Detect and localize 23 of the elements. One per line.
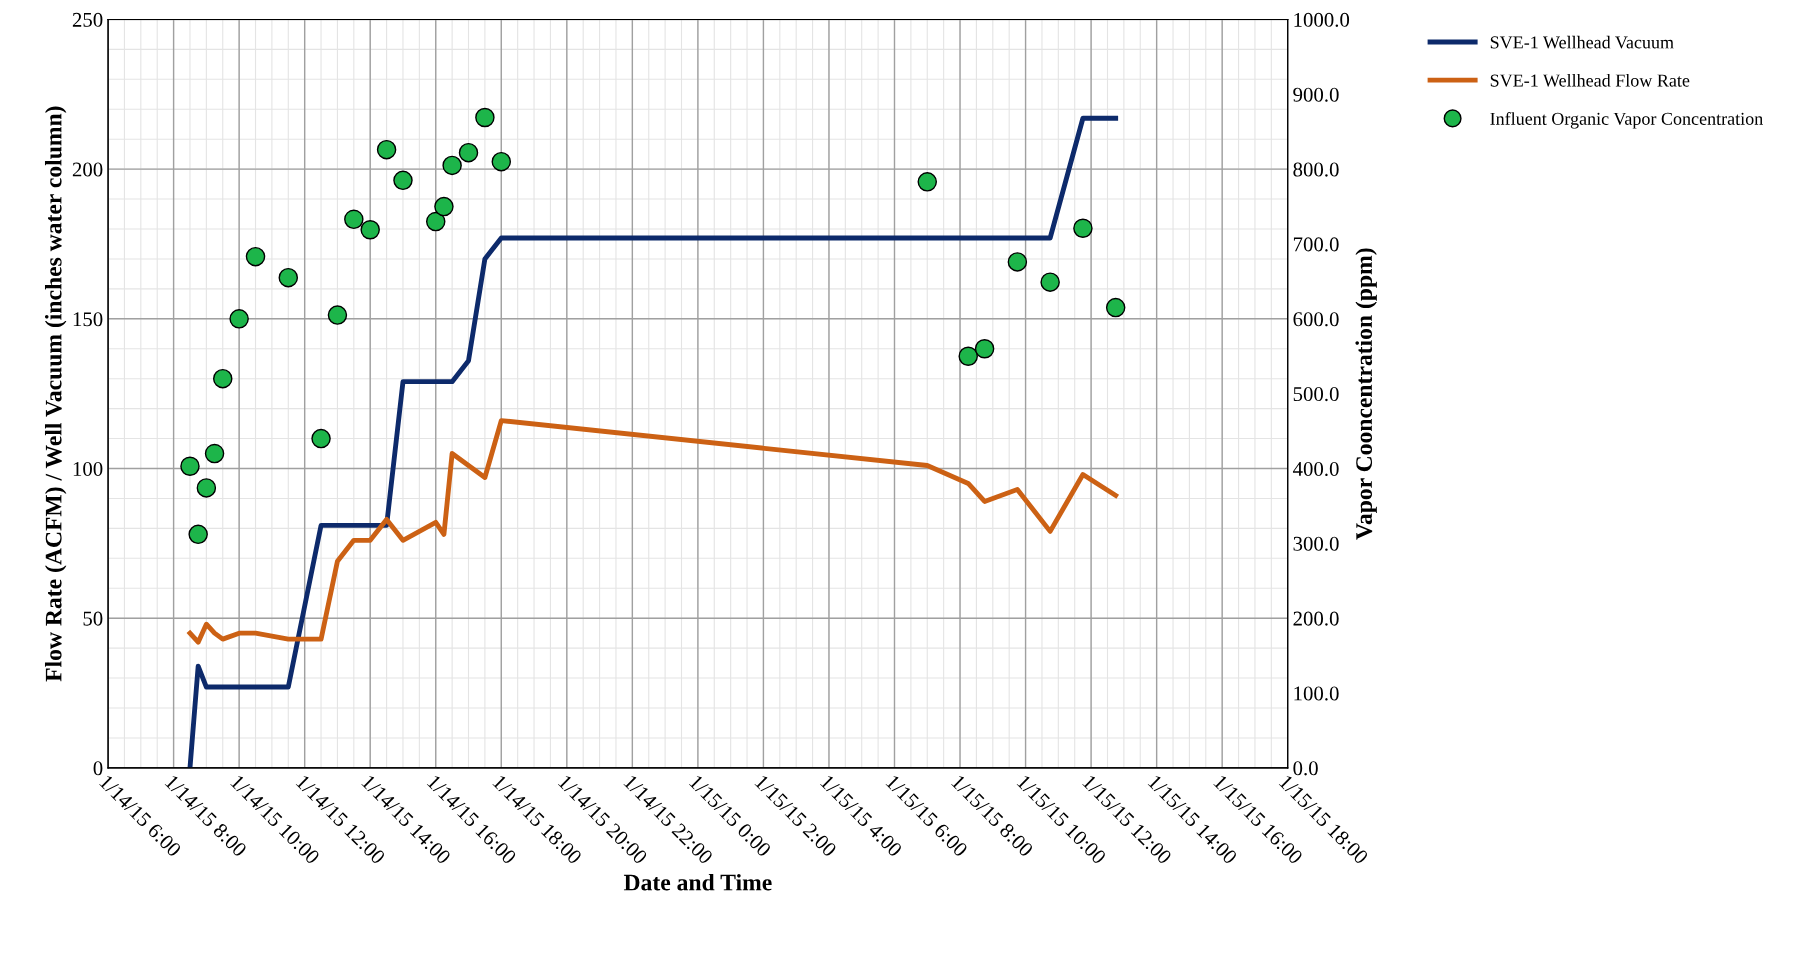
y2-tick-label: 200.0 [1293,611,1339,626]
y2-tick-label: 1000.0 [1294,12,1350,27]
legend-label: SVE-1 Wellhead Vacuum [1490,35,1674,49]
legend-label: Influent Organic Vapor Concentration [1490,111,1763,129]
y2-tick-label: 900.0 [1293,87,1339,102]
y2-tick-label: 100.0 [1294,686,1339,701]
y2-tick-label: 400.0 [1292,461,1339,477]
y2-tick-label: 700.0 [1293,237,1339,252]
y-tick-label: 100 [73,461,103,476]
y-tick-label: 250 [72,12,103,27]
y2-tick-label: 600.0 [1293,312,1339,327]
y2-tick-label: 500.0 [1293,387,1339,402]
y-tick-label: 200 [72,162,103,177]
y-axis-title: Flow Rate (ACFM) / Well Vacuum (inches water column) [44,106,67,682]
y2-axis-title: Vapor Cooncentration (ppm) [1355,248,1377,540]
legend-label: SVE-1 Wellhead Flow Rate [1490,73,1690,87]
y-tick-label: 50 [83,611,103,626]
y-tick-label: 0 [93,761,103,776]
y2-tick-label: 0.0 [1293,761,1318,776]
x-axis-title: Date and Time [623,873,772,891]
y2-tick-label: 300.0 [1293,536,1339,551]
y2-tick-label: 800.0 [1293,162,1339,177]
y-tick-label: 150 [73,312,103,327]
